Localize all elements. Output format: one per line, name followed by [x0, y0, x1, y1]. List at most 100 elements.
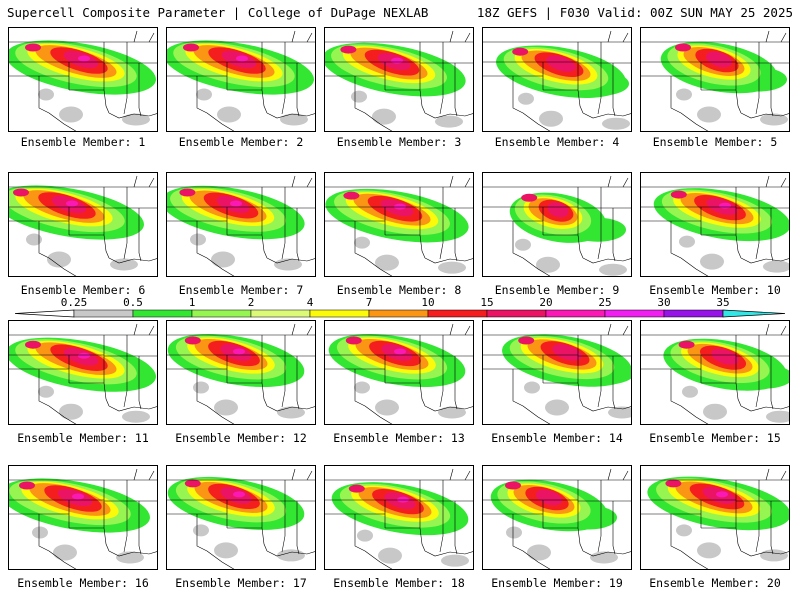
scp-shade-crimson	[665, 479, 682, 488]
scp-shade-gray	[38, 385, 54, 398]
state-boundary	[582, 405, 631, 412]
scp-shade-magenta	[72, 493, 84, 500]
ensemble-panel-12	[166, 320, 316, 425]
scp-shade-gray	[211, 251, 235, 268]
scp-shade-gray	[545, 399, 569, 416]
scp-map-15	[641, 323, 789, 424]
state-boundary	[780, 470, 787, 481]
scp-shade-gray	[53, 544, 77, 561]
state-boundary	[735, 382, 742, 407]
scp-map-20	[641, 468, 789, 569]
state-boundary	[133, 30, 138, 43]
panel-label-20: Ensemble Member: 20	[649, 576, 781, 590]
scp-shade-crimson	[348, 484, 365, 493]
scp-shade-magenta	[391, 57, 403, 64]
scp-map-19	[483, 468, 631, 569]
state-boundary	[770, 107, 774, 117]
scp-shade-crimson	[518, 336, 535, 345]
colorbar-label: 0.25	[60, 296, 88, 309]
ensemble-panel-14	[482, 320, 632, 425]
colorbar-graphic	[14, 309, 786, 318]
scp-shade-crimson	[345, 336, 362, 345]
panel-label-15: Ensemble Member: 15	[649, 431, 781, 445]
state-boundary	[103, 382, 110, 407]
state-boundary	[48, 405, 77, 424]
scp-map-10	[641, 175, 789, 276]
state-boundary	[138, 252, 142, 262]
scp-shade-crimson	[678, 340, 695, 349]
ensemble-panel-13	[324, 320, 474, 425]
scp-shade-crimson	[711, 348, 739, 365]
state-boundary	[449, 30, 454, 43]
state-boundary	[266, 405, 315, 412]
state-boundary	[680, 405, 709, 424]
scp-map-18	[325, 468, 473, 569]
scp-shade-magenta	[719, 202, 731, 209]
state-boundary	[735, 527, 742, 552]
state-boundary	[670, 76, 682, 114]
scp-shade-crimson	[13, 188, 29, 197]
scp-map-13	[325, 323, 473, 424]
state-boundary	[103, 89, 110, 114]
state-boundary	[364, 257, 393, 276]
state-boundary	[454, 252, 458, 262]
panel-label-18: Ensemble Member: 18	[333, 576, 465, 590]
state-boundary	[464, 177, 471, 188]
state-boundary	[296, 545, 300, 555]
state-boundary	[607, 175, 612, 188]
state-boundary	[680, 112, 709, 131]
scp-shade-gray	[524, 381, 540, 394]
scp-shade-gray	[435, 115, 463, 128]
state-boundary	[266, 550, 315, 557]
state-boundary	[291, 323, 296, 336]
scp-shade-gray	[608, 406, 631, 419]
colorbar-swatch	[663, 309, 724, 318]
header-title: Supercell Composite Parameter | College …	[7, 5, 429, 20]
state-boundary	[123, 97, 128, 115]
state-boundary	[439, 535, 444, 553]
state-boundary	[577, 89, 584, 114]
scp-shade-gray	[354, 381, 370, 394]
ensemble-panel-7	[166, 172, 316, 277]
scp-shade-gray	[697, 106, 721, 123]
scp-map-9	[483, 175, 631, 276]
state-boundary	[306, 32, 313, 43]
scp-shade-gray	[700, 253, 724, 270]
scp-shade-gray	[277, 549, 305, 562]
state-boundary	[148, 325, 155, 336]
state-boundary	[464, 32, 471, 43]
scp-shade-gray	[602, 117, 630, 130]
state-boundary	[670, 221, 682, 259]
colorbar-label: 0.5	[123, 296, 143, 309]
colorbar-swatch	[427, 309, 488, 318]
scp-shade-gray	[354, 236, 370, 249]
colorbar-label: 20	[539, 296, 553, 309]
state-boundary	[206, 550, 235, 569]
state-boundary	[148, 32, 155, 43]
scp-shade-crimson	[512, 47, 529, 56]
state-boundary	[670, 514, 682, 552]
scp-shade-gray	[26, 233, 42, 246]
state-boundary	[419, 382, 426, 407]
state-boundary	[108, 405, 157, 412]
state-boundary	[281, 97, 286, 115]
state-boundary	[612, 107, 616, 117]
ensemble-panel-16	[8, 465, 158, 570]
panel-label-7: Ensemble Member: 7	[178, 283, 304, 297]
ensemble-panel-1	[8, 27, 158, 132]
scp-shade-gray	[372, 108, 396, 125]
panel-label-9: Ensemble Member: 9	[494, 283, 620, 297]
scp-shade-gray	[539, 110, 563, 127]
state-boundary	[419, 527, 426, 552]
ensemble-panel-9	[482, 172, 632, 277]
scp-shade-gray	[59, 106, 83, 123]
state-boundary	[770, 252, 774, 262]
scp-map-16	[9, 468, 157, 569]
scp-map-14	[483, 323, 631, 424]
state-boundary	[206, 257, 235, 276]
state-boundary	[196, 221, 208, 259]
state-boundary	[48, 257, 77, 276]
state-boundary	[582, 257, 631, 264]
panel-label-2: Ensemble Member: 2	[178, 135, 304, 149]
scp-shade-magenta	[66, 200, 78, 207]
